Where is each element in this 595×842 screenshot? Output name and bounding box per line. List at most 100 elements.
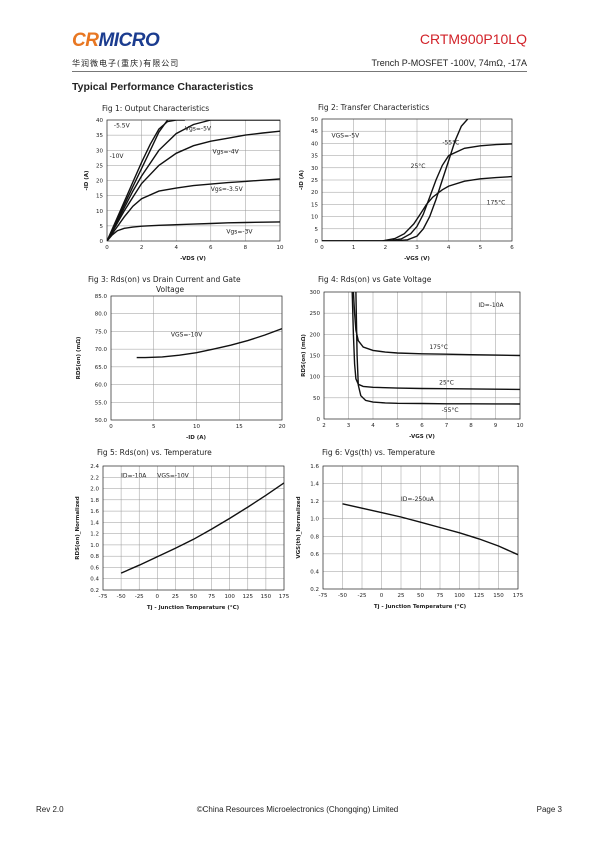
fig2-ytick-label: 0 (315, 239, 319, 245)
fig5-xtick-label: 175 (279, 594, 290, 600)
fig1-series-0 (107, 120, 169, 241)
fig6-xtick-label: -75 (319, 593, 328, 599)
fig1-annotation: Vgs=-3V (226, 228, 253, 235)
fig2-ylabel: -ID (A) (299, 169, 305, 190)
fig2-series-2 (322, 175, 512, 241)
fig4-ytick-label: 100 (310, 375, 321, 381)
fig1-xtick-label: 0 (105, 245, 109, 251)
fig4-xtick-label: 7 (445, 423, 449, 429)
fig3-ytick-label: 75.0 (95, 329, 108, 335)
fig3-title-line1: Fig 3: Rds(on) vs Drain Current and Gate (88, 275, 241, 284)
section-title: Typical Performance Characteristics (72, 81, 254, 93)
fig4-chart: Fig 4: Rds(on) vs Gate Voltage 2 3 4 5 6 7 8 9 10… (301, 275, 524, 440)
fig4-annotation: 25°C (439, 379, 454, 386)
logo-micro: MICRO (98, 30, 160, 51)
fig2-ytick-label: 45 (311, 129, 318, 135)
fig1-ylabel: -ID (A) (84, 170, 90, 191)
fig4-xtick-label: 4 (371, 423, 375, 429)
fig6-ytick-label: 0.4 (310, 569, 319, 575)
fig4-ytick-label: 200 (310, 332, 321, 338)
fig2-annotation: -55°C (442, 140, 459, 147)
fig6-ytick-label: 0.2 (310, 587, 319, 593)
fig3-ytick-label: 55.0 (95, 400, 108, 406)
fig5-ytick-label: 0.8 (90, 554, 99, 560)
fig1-series-1 (107, 120, 280, 241)
fig5-xtick-label: -25 (135, 594, 144, 600)
fig1-annotation: Vgs=-5V (185, 126, 212, 133)
fig6-ytick-label: 0.6 (310, 552, 319, 558)
fig1-xlabel: -VDS (V) (180, 256, 206, 262)
fig2-series-1 (322, 143, 512, 241)
fig3-xtick-label: 10 (193, 424, 200, 430)
fig6-xtick-label: 50 (417, 593, 424, 599)
fig5-ytick-label: 2.2 (90, 475, 99, 481)
fig2-ytick-label: 15 (311, 202, 318, 208)
fig2-series-0 (322, 119, 469, 241)
fig4-xtick-label: 9 (494, 423, 498, 429)
fig2-ytick-label: 40 (311, 141, 318, 147)
fig4-annotation: 175°C (429, 344, 448, 351)
fig4-ytick-label: 300 (310, 290, 321, 296)
fig5-xlabel: Tj - Junction Temperature (°C) (147, 605, 240, 611)
fig2-xtick-label: 1 (352, 245, 356, 251)
fig3-title-line2: Voltage (156, 285, 185, 294)
fig1-chart: Fig 1: Output Characteristics 0 2 4 6 8 10 0 5 10… (84, 104, 284, 262)
fig1-ytick-label: 25 (96, 163, 103, 169)
fig4-xtick-label: 10 (517, 423, 524, 429)
fig5-ytick-label: 1.0 (90, 543, 99, 549)
fig4-series-1 (351, 292, 520, 391)
fig4-title: Fig 4: Rds(on) vs Gate Voltage (318, 275, 432, 284)
fig6-ytick-label: 0.8 (310, 534, 319, 540)
fig3-ytick-label: 70.0 (95, 347, 108, 353)
fig5-ytick-label: 1.4 (90, 520, 99, 526)
fig6-xtick-label: 25 (398, 593, 405, 599)
fig3-chart: Fig 3: Rds(on) vs Drain Current and Gate… (76, 275, 286, 441)
logo-cr: CR (72, 30, 99, 51)
fig4-ytick-label: 250 (310, 311, 321, 317)
fig2-xtick-label: 2 (384, 245, 388, 251)
fig1-ytick-label: 5 (100, 224, 104, 230)
fig1-title: Fig 1: Output Characteristics (102, 104, 209, 113)
fig2-ytick-label: 30 (311, 166, 318, 172)
fig4-ytick-label: 0 (317, 417, 321, 423)
fig1-annotation: Vgs=-3.5V (211, 186, 244, 193)
fig5-xtick-label: -50 (117, 594, 126, 600)
fig6-xtick-label: 75 (437, 593, 444, 599)
fig1-ytick-label: 30 (96, 148, 103, 154)
fig6-xtick-label: 0 (380, 593, 384, 599)
fig3-series-0 (136, 327, 282, 359)
fig5-title: Fig 5: Rds(on) vs. Temperature (97, 448, 212, 457)
fig1-xtick-label: 4 (174, 245, 178, 251)
fig5-ytick-label: 0.4 (90, 577, 99, 583)
fig6-xlabel: Tj - Junction Temperature (°C) (374, 604, 467, 610)
footer-copyright: ©China Resources Microelectronics (Chong… (196, 805, 399, 814)
fig1-xtick-label: 2 (140, 245, 144, 251)
fig2-xtick-label: 4 (447, 245, 451, 251)
fig2-ytick-label: 20 (311, 190, 318, 196)
fig5-ytick-label: 1.2 (90, 532, 99, 538)
fig1-ytick-label: 40 (96, 118, 103, 124)
fig5-xtick-label: 75 (208, 594, 215, 600)
fig1-plot-frame (106, 119, 281, 242)
fig4-xtick-label: 6 (420, 423, 424, 429)
fig1-xtick-label: 8 (244, 245, 248, 251)
header-divider (72, 71, 527, 72)
fig1-ytick-label: 35 (96, 133, 103, 139)
fig1-annotation: -10V (110, 153, 125, 160)
company-name-cn: 华润微电子(重庆)有限公司 (72, 59, 180, 68)
fig3-ytick-label: 85.0 (95, 294, 108, 300)
fig2-annotation: 175°C (487, 199, 506, 206)
fig5-ytick-label: 0.2 (90, 588, 99, 594)
fig6-ytick-label: 1.6 (310, 464, 319, 470)
fig2-title: Fig 2: Transfer Characteristics (318, 103, 429, 112)
fig6-chart: Fig 6: Vgs(th) vs. Temperature -75 -50 -25 0… (296, 448, 524, 610)
fig3-ytick-label: 50.0 (95, 418, 108, 424)
fig6-series-0 (342, 503, 518, 556)
fig1-annotation: -5.5V (114, 123, 131, 130)
part-number: CRTM900P10LQ (419, 31, 527, 47)
fig3-annotation: VGS=-10V (171, 332, 203, 339)
fig5-xtick-label: -75 (99, 594, 108, 600)
fig4-series-0 (352, 292, 520, 357)
fig5-ytick-label: 1.8 (90, 498, 99, 504)
fig6-xtick-label: 175 (513, 593, 524, 599)
